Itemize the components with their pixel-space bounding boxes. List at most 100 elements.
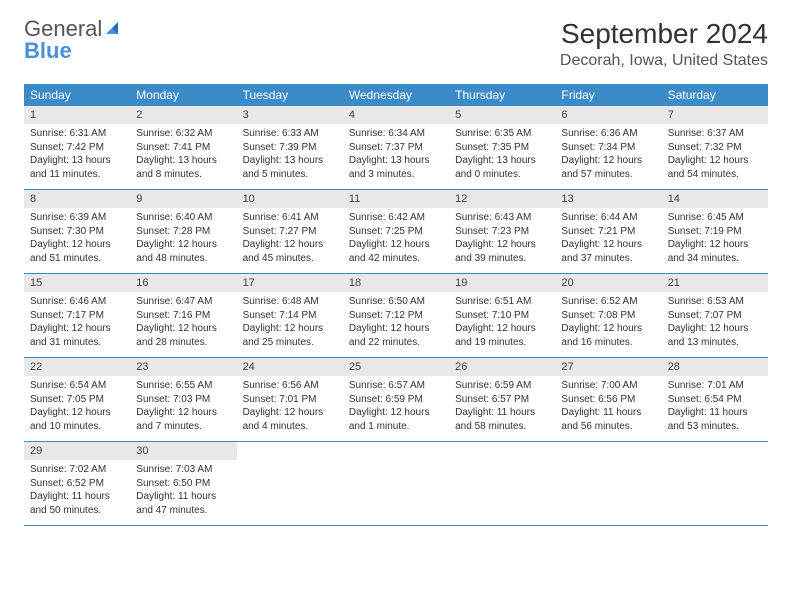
daylight-text: Daylight: 12 hours and 37 minutes. bbox=[561, 238, 655, 265]
daylight-text: Daylight: 13 hours and 3 minutes. bbox=[349, 154, 443, 181]
sunrise-text: Sunrise: 6:57 AM bbox=[349, 379, 443, 393]
calendar-day-cell: 1Sunrise: 6:31 AMSunset: 7:42 PMDaylight… bbox=[24, 106, 130, 190]
sunrise-text: Sunrise: 6:45 AM bbox=[668, 211, 762, 225]
sunrise-text: Sunrise: 6:31 AM bbox=[30, 127, 124, 141]
day-number: 10 bbox=[237, 190, 343, 208]
calendar-day-cell: 15Sunrise: 6:46 AMSunset: 7:17 PMDayligh… bbox=[24, 274, 130, 358]
calendar-day-cell: 30Sunrise: 7:03 AMSunset: 6:50 PMDayligh… bbox=[130, 442, 236, 526]
calendar-day-cell: 17Sunrise: 6:48 AMSunset: 7:14 PMDayligh… bbox=[237, 274, 343, 358]
sunrise-text: Sunrise: 6:53 AM bbox=[668, 295, 762, 309]
calendar-day-cell: 6Sunrise: 6:36 AMSunset: 7:34 PMDaylight… bbox=[555, 106, 661, 190]
sunset-text: Sunset: 7:28 PM bbox=[136, 225, 230, 239]
day-number: 11 bbox=[343, 190, 449, 208]
sunrise-text: Sunrise: 7:02 AM bbox=[30, 463, 124, 477]
calendar-empty-cell bbox=[662, 442, 768, 526]
calendar-day-cell: 22Sunrise: 6:54 AMSunset: 7:05 PMDayligh… bbox=[24, 358, 130, 442]
day-details: Sunrise: 6:32 AMSunset: 7:41 PMDaylight:… bbox=[130, 124, 236, 189]
sunset-text: Sunset: 6:54 PM bbox=[668, 393, 762, 407]
sunset-text: Sunset: 7:30 PM bbox=[30, 225, 124, 239]
sunrise-text: Sunrise: 6:59 AM bbox=[455, 379, 549, 393]
daylight-text: Daylight: 11 hours and 53 minutes. bbox=[668, 406, 762, 433]
sunrise-text: Sunrise: 6:34 AM bbox=[349, 127, 443, 141]
calendar-day-cell: 18Sunrise: 6:50 AMSunset: 7:12 PMDayligh… bbox=[343, 274, 449, 358]
calendar-empty-cell bbox=[449, 442, 555, 526]
day-number: 21 bbox=[662, 274, 768, 292]
daylight-text: Daylight: 12 hours and 1 minute. bbox=[349, 406, 443, 433]
day-details: Sunrise: 6:43 AMSunset: 7:23 PMDaylight:… bbox=[449, 208, 555, 273]
calendar-day-cell: 16Sunrise: 6:47 AMSunset: 7:16 PMDayligh… bbox=[130, 274, 236, 358]
day-number: 23 bbox=[130, 358, 236, 376]
daylight-text: Daylight: 12 hours and 39 minutes. bbox=[455, 238, 549, 265]
calendar-day-cell: 11Sunrise: 6:42 AMSunset: 7:25 PMDayligh… bbox=[343, 190, 449, 274]
day-details: Sunrise: 6:35 AMSunset: 7:35 PMDaylight:… bbox=[449, 124, 555, 189]
daylight-text: Daylight: 12 hours and 34 minutes. bbox=[668, 238, 762, 265]
sunset-text: Sunset: 6:59 PM bbox=[349, 393, 443, 407]
calendar-body: 1Sunrise: 6:31 AMSunset: 7:42 PMDaylight… bbox=[24, 106, 768, 526]
calendar-day-cell: 9Sunrise: 6:40 AMSunset: 7:28 PMDaylight… bbox=[130, 190, 236, 274]
day-number: 16 bbox=[130, 274, 236, 292]
daylight-text: Daylight: 12 hours and 28 minutes. bbox=[136, 322, 230, 349]
calendar-day-cell: 10Sunrise: 6:41 AMSunset: 7:27 PMDayligh… bbox=[237, 190, 343, 274]
sunrise-text: Sunrise: 6:51 AM bbox=[455, 295, 549, 309]
weekday-header: Saturday bbox=[662, 84, 768, 106]
sunrise-text: Sunrise: 6:47 AM bbox=[136, 295, 230, 309]
sunset-text: Sunset: 6:50 PM bbox=[136, 477, 230, 491]
daylight-text: Daylight: 13 hours and 5 minutes. bbox=[243, 154, 337, 181]
calendar-day-cell: 5Sunrise: 6:35 AMSunset: 7:35 PMDaylight… bbox=[449, 106, 555, 190]
sunrise-text: Sunrise: 6:54 AM bbox=[30, 379, 124, 393]
calendar-day-cell: 8Sunrise: 6:39 AMSunset: 7:30 PMDaylight… bbox=[24, 190, 130, 274]
day-details: Sunrise: 6:36 AMSunset: 7:34 PMDaylight:… bbox=[555, 124, 661, 189]
sunset-text: Sunset: 7:42 PM bbox=[30, 141, 124, 155]
calendar-empty-cell bbox=[555, 442, 661, 526]
calendar-day-cell: 14 Sunrise: 6:45 AMSunset: 7:19 PMDayligh… bbox=[662, 190, 768, 274]
sunset-text: Sunset: 7:27 PM bbox=[243, 225, 337, 239]
day-details: Sunrise: 6:41 AMSunset: 7:27 PMDaylight:… bbox=[237, 208, 343, 273]
day-number: 20 bbox=[555, 274, 661, 292]
day-number: 2 bbox=[130, 106, 236, 124]
daylight-text: Daylight: 12 hours and 25 minutes. bbox=[243, 322, 337, 349]
day-number: 25 bbox=[343, 358, 449, 376]
daylight-text: Daylight: 12 hours and 7 minutes. bbox=[136, 406, 230, 433]
daylight-text: Daylight: 12 hours and 51 minutes. bbox=[30, 238, 124, 265]
sunrise-text: Sunrise: 7:01 AM bbox=[668, 379, 762, 393]
day-number: 9 bbox=[130, 190, 236, 208]
day-number: 19 bbox=[449, 274, 555, 292]
day-number: 14 bbox=[662, 190, 768, 208]
day-details: Sunrise: 6:55 AMSunset: 7:03 PMDaylight:… bbox=[130, 376, 236, 441]
daylight-text: Daylight: 13 hours and 11 minutes. bbox=[30, 154, 124, 181]
month-title: September 2024 bbox=[560, 18, 768, 50]
calendar-week-row: 1Sunrise: 6:31 AMSunset: 7:42 PMDaylight… bbox=[24, 106, 768, 190]
sunrise-text: Sunrise: 6:33 AM bbox=[243, 127, 337, 141]
sunrise-text: Sunrise: 6:46 AM bbox=[30, 295, 124, 309]
sunrise-text: Sunrise: 7:00 AM bbox=[561, 379, 655, 393]
day-details: Sunrise: 6:33 AMSunset: 7:39 PMDaylight:… bbox=[237, 124, 343, 189]
weekday-header: Monday bbox=[130, 84, 236, 106]
calendar-day-cell: 19Sunrise: 6:51 AMSunset: 7:10 PMDayligh… bbox=[449, 274, 555, 358]
day-number: 15 bbox=[24, 274, 130, 292]
sunrise-text: Sunrise: 6:50 AM bbox=[349, 295, 443, 309]
day-number: 17 bbox=[237, 274, 343, 292]
page-header: General Blue September 2024 Decorah, Iow… bbox=[24, 18, 768, 70]
day-number: 22 bbox=[24, 358, 130, 376]
weekday-header: Sunday bbox=[24, 84, 130, 106]
daylight-text: Daylight: 12 hours and 48 minutes. bbox=[136, 238, 230, 265]
day-number: 12 bbox=[449, 190, 555, 208]
daylight-text: Daylight: 11 hours and 56 minutes. bbox=[561, 406, 655, 433]
day-number: 26 bbox=[449, 358, 555, 376]
daylight-text: Daylight: 12 hours and 4 minutes. bbox=[243, 406, 337, 433]
sunset-text: Sunset: 7:05 PM bbox=[30, 393, 124, 407]
sunset-text: Sunset: 7:19 PM bbox=[668, 225, 762, 239]
sunset-text: Sunset: 7:32 PM bbox=[668, 141, 762, 155]
day-number: 28 bbox=[662, 358, 768, 376]
sunset-text: Sunset: 6:52 PM bbox=[30, 477, 124, 491]
calendar-week-row: 8Sunrise: 6:39 AMSunset: 7:30 PMDaylight… bbox=[24, 190, 768, 274]
calendar-week-row: 29Sunrise: 7:02 AMSunset: 6:52 PMDayligh… bbox=[24, 442, 768, 526]
calendar-day-cell: 4Sunrise: 6:34 AMSunset: 7:37 PMDaylight… bbox=[343, 106, 449, 190]
sunset-text: Sunset: 7:35 PM bbox=[455, 141, 549, 155]
sunrise-text: Sunrise: 6:56 AM bbox=[243, 379, 337, 393]
sunrise-text: Sunrise: 6:39 AM bbox=[30, 211, 124, 225]
daylight-text: Daylight: 12 hours and 13 minutes. bbox=[668, 322, 762, 349]
weekday-header: Tuesday bbox=[237, 84, 343, 106]
day-details: Sunrise: 6:47 AMSunset: 7:16 PMDaylight:… bbox=[130, 292, 236, 357]
sunset-text: Sunset: 7:03 PM bbox=[136, 393, 230, 407]
